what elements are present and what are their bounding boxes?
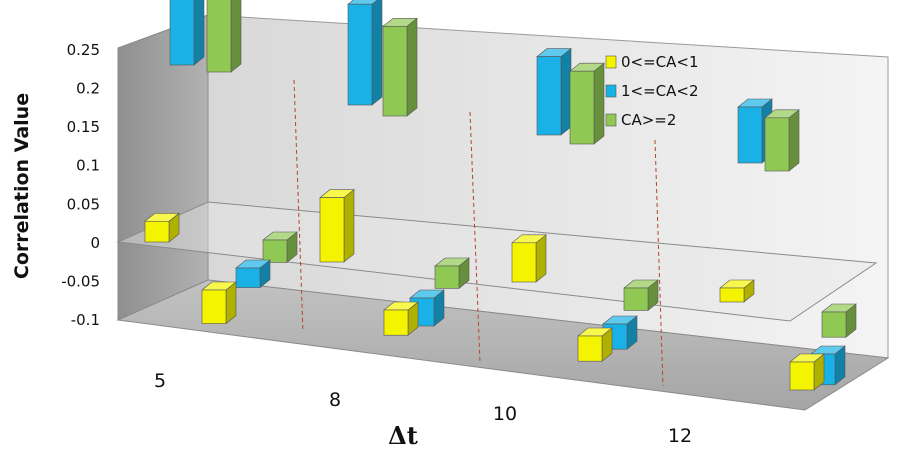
bar-2-2 bbox=[569, 62, 605, 145]
x-tick-label: 10 bbox=[493, 403, 517, 425]
bar-1-1 bbox=[347, 0, 383, 106]
legend-item: 0<=CA<1 bbox=[605, 53, 699, 71]
category-divider bbox=[293, 79, 304, 333]
bar-negative-2-3 bbox=[821, 303, 857, 338]
bar-2-0 bbox=[206, 0, 242, 73]
y-tick-label: 0 bbox=[90, 234, 100, 252]
legend-swatch bbox=[605, 113, 617, 127]
y-axis-label: Correlation Value bbox=[11, 93, 33, 279]
y-tick-label: 0.2 bbox=[76, 80, 100, 98]
y-tick-label: 0.05 bbox=[67, 195, 100, 213]
legend-swatch bbox=[605, 55, 617, 69]
category-dividers bbox=[293, 79, 664, 387]
plot-frame bbox=[116, 14, 890, 411]
legend-label: 1<=CA<2 bbox=[621, 82, 699, 100]
y-tick-label: 0.1 bbox=[76, 157, 100, 175]
bar-0-2 bbox=[511, 234, 547, 283]
bar-negative-0-3 bbox=[789, 353, 825, 391]
y-tick-label: -0.05 bbox=[61, 272, 100, 290]
bars bbox=[144, 0, 857, 391]
bar-negative-0-1 bbox=[383, 301, 419, 336]
bar-negative-2-0 bbox=[262, 231, 298, 264]
floor bbox=[116, 279, 890, 411]
y-axis-ticks: 0.25 0.2 0.15 0.1 0.05 0 -0.05 -0.1 bbox=[61, 41, 100, 329]
y-tick-label: 0.15 bbox=[67, 118, 100, 136]
legend-item: 1<=CA<2 bbox=[605, 82, 699, 100]
x-tick-label: 12 bbox=[668, 425, 692, 447]
bar-negative-0-0 bbox=[201, 281, 237, 325]
x-axis-label: Δt bbox=[388, 421, 418, 450]
y-tick-label: 0.25 bbox=[67, 41, 100, 59]
bar-2-3 bbox=[764, 109, 800, 172]
legend-label: 0<=CA<1 bbox=[621, 53, 699, 71]
bar-0-1 bbox=[319, 188, 355, 263]
x-tick-label: 8 bbox=[329, 389, 341, 411]
bar-negative-1-0 bbox=[235, 259, 271, 289]
x-axis-ticks: 5 8 10 12 bbox=[154, 370, 692, 447]
bar-2-1 bbox=[382, 17, 418, 117]
bar-1-0 bbox=[169, 0, 205, 66]
bar-negative-2-2 bbox=[623, 279, 659, 312]
bar-1-2 bbox=[536, 47, 572, 136]
bar-0-3 bbox=[719, 279, 755, 303]
bar-negative-0-2 bbox=[577, 327, 613, 362]
legend-item: CA>=2 bbox=[605, 111, 676, 129]
legend-label: CA>=2 bbox=[621, 111, 676, 129]
bar-negative-2-1 bbox=[434, 257, 470, 290]
bar-0-0 bbox=[144, 212, 180, 243]
x-tick-label: 5 bbox=[154, 370, 166, 392]
category-divider bbox=[654, 139, 664, 387]
legend: 0<=CA<1 1<=CA<2 CA>=2 bbox=[605, 53, 699, 129]
y-tick-label: -0.1 bbox=[71, 311, 100, 329]
legend-swatch bbox=[605, 84, 617, 98]
